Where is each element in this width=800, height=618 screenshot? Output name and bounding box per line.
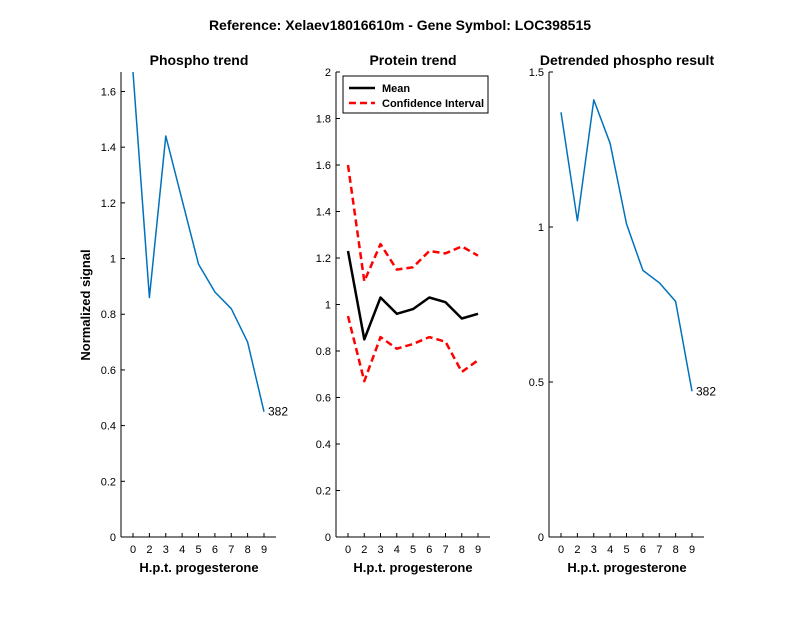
y-tick-label: 2	[325, 67, 331, 79]
y-tick-label: 1	[538, 222, 544, 234]
series-line-phospho	[132, 71, 265, 412]
y-tick-label: 0.6	[316, 393, 331, 405]
y-tick-label: 1.2	[101, 198, 116, 210]
x-tick-label: 3	[163, 544, 169, 556]
y-tick-label: 1.6	[101, 86, 116, 98]
x-tick-label: 2	[361, 544, 367, 556]
panel-phospho-trend: Phospho trend H.p.t. progesterone Normal…	[78, 52, 288, 575]
x-tick-label: 6	[640, 544, 646, 556]
y-tick-label: 1.4	[316, 207, 331, 219]
x-tick-label: 0	[130, 544, 136, 556]
y-tick-label: 0.2	[316, 486, 331, 498]
y-tick-label: 0.2	[101, 476, 116, 488]
y-tick-label: 1.8	[316, 114, 331, 126]
series-line-detrended	[560, 99, 693, 392]
panel-3-xlabel: H.p.t. progesterone	[567, 560, 686, 575]
x-tick-label: 4	[179, 544, 185, 556]
panel-1-ylabel: Normalized signal	[78, 249, 93, 360]
x-tick-label: 5	[195, 544, 201, 556]
x-tick-label: 5	[623, 544, 629, 556]
x-tick-label: 8	[673, 544, 679, 556]
panel-protein-trend: Protein trend H.p.t. progesterone 0 0.2 0.…	[316, 52, 490, 575]
panel-1-xlabel: H.p.t. progesterone	[139, 560, 258, 575]
y-tick-label: 0	[325, 532, 331, 544]
legend-ci-label: Confidence Interval	[382, 98, 484, 110]
x-tick-label: 7	[228, 544, 234, 556]
y-tick-label: 1	[325, 300, 331, 312]
x-tick-label: 4	[394, 544, 400, 556]
series-line-upper-ci	[346, 164, 479, 283]
x-tick-label: 9	[261, 544, 267, 556]
x-tick-label: 2	[146, 544, 152, 556]
series-line-mean	[346, 250, 479, 341]
y-tick-label: 0.8	[101, 309, 116, 321]
x-tick-label: 8	[459, 544, 465, 556]
y-tick-label: 1.6	[316, 160, 331, 172]
y-tick-label: 0.4	[316, 439, 331, 451]
x-tick-label: 0	[345, 544, 351, 556]
x-tick-label: 4	[607, 544, 613, 556]
y-tick-label: 0	[110, 532, 116, 544]
panel-3-endpoint-label: 382	[696, 384, 716, 398]
y-tick-label: 0.8	[316, 346, 331, 358]
legend: Mean Confidence Interval	[342, 75, 489, 114]
y-tick-label: 0.6	[101, 365, 116, 377]
x-tick-label: 7	[442, 544, 448, 556]
x-tick-label: 5	[410, 544, 416, 556]
x-tick-label: 0	[558, 544, 564, 556]
y-tick-label: 0.4	[101, 421, 116, 433]
x-tick-label: 3	[591, 544, 597, 556]
x-tick-label: 9	[689, 544, 695, 556]
legend-box	[342, 75, 489, 114]
x-tick-label: 6	[426, 544, 432, 556]
x-tick-label: 9	[475, 544, 481, 556]
x-tick-label: 8	[245, 544, 251, 556]
figure-title: Reference: Xelaev18016610m - Gene Symbol…	[209, 17, 591, 33]
y-tick-label: 1.5	[529, 67, 544, 79]
y-tick-label: 0.5	[529, 377, 544, 389]
y-tick-label: 1.4	[101, 142, 116, 154]
panel-1-title: Phospho trend	[150, 52, 249, 68]
panel-3-title: Detrended phospho result	[540, 52, 715, 68]
y-tick-label: 1	[110, 254, 116, 266]
panel-detrended-phospho: Detrended phospho result H.p.t. progeste…	[529, 52, 717, 575]
x-tick-label: 3	[377, 544, 383, 556]
series-line-lower-ci	[346, 315, 479, 383]
x-tick-label: 7	[656, 544, 662, 556]
y-tick-label: 1.2	[316, 253, 331, 265]
legend-mean-label: Mean	[382, 83, 410, 95]
panel-2-title: Protein trend	[369, 52, 456, 68]
panel-1-endpoint-label: 382	[268, 405, 288, 419]
panel-2-xlabel: H.p.t. progesterone	[353, 560, 472, 575]
x-tick-label: 6	[212, 544, 218, 556]
x-tick-label: 2	[574, 544, 580, 556]
y-tick-label: 0	[538, 532, 544, 544]
